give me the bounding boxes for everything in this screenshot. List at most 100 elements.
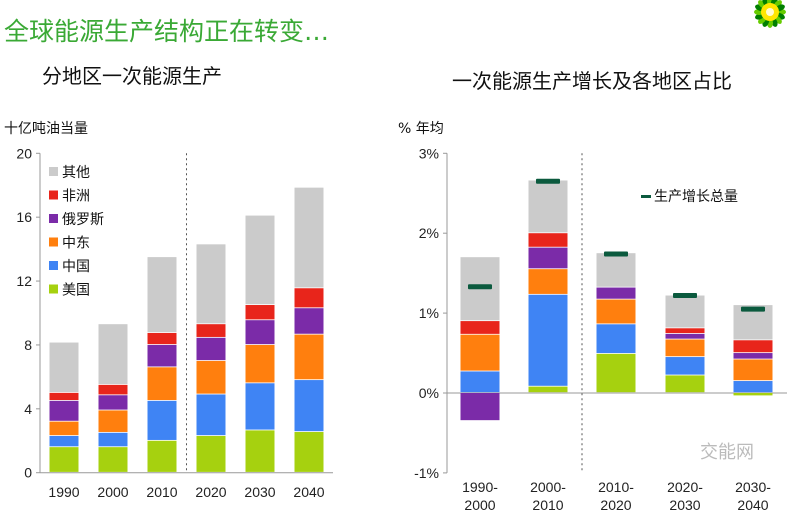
legend-label: 俄罗斯 xyxy=(62,211,104,227)
x-tick-label: 2030 xyxy=(244,484,275,500)
bar-segment xyxy=(596,287,636,299)
x-tick-label: 2040 xyxy=(737,497,768,513)
legend-swatch xyxy=(49,190,58,200)
bar-segment xyxy=(596,299,636,324)
y-tick-label: 1% xyxy=(419,305,439,321)
x-tick-label: 2010 xyxy=(146,484,177,500)
bar-segment xyxy=(460,371,500,393)
bar-segment xyxy=(294,288,324,308)
total-growth-marker xyxy=(536,178,560,184)
bar-segment xyxy=(596,253,636,287)
y-tick-label: 16 xyxy=(16,209,32,225)
bar-segment xyxy=(596,324,636,354)
bar-segment xyxy=(49,447,79,472)
x-tick-label: 1990 xyxy=(48,484,79,500)
bar-segment xyxy=(49,421,79,436)
y-tick-label: 4 xyxy=(24,401,32,417)
legend-swatch xyxy=(49,261,58,270)
y-tick-label: 0% xyxy=(419,385,439,401)
bar-segment xyxy=(49,392,79,401)
x-tick-label: 2030- xyxy=(735,479,771,495)
bar-segment xyxy=(147,440,177,472)
y-tick-label: 3% xyxy=(419,145,439,161)
chart-1: -1% 0% 1% 2% 3% 1990- 2000 2000- 2010 2010- 2020 20… xyxy=(414,145,787,513)
bar-segment xyxy=(98,432,128,447)
bar-segment xyxy=(665,339,705,357)
x-tick-label: 2020 xyxy=(600,497,631,513)
bar-segment xyxy=(147,332,177,345)
legend-swatch xyxy=(49,284,58,294)
bar-segment xyxy=(294,308,324,334)
bar-segment xyxy=(294,187,324,288)
logo-core xyxy=(766,8,774,16)
page-title: 全球能源生产结构正在转变… xyxy=(4,17,330,46)
y-tick-label: 0 xyxy=(24,465,32,481)
legend-swatch xyxy=(49,167,58,176)
total-growth-marker xyxy=(604,251,628,257)
bar-segment xyxy=(147,344,177,367)
right-y-axis-label: % 年均 xyxy=(398,121,444,137)
total-growth-marker xyxy=(468,284,492,290)
left-y-axis-label: 十亿吨油当量 xyxy=(4,121,88,137)
bar-segment xyxy=(460,334,500,371)
bar-segment xyxy=(665,375,705,393)
legend-label-total: 生产增长总量 xyxy=(654,188,738,204)
bar-segment xyxy=(733,381,773,393)
bar-segment xyxy=(528,386,568,393)
x-tick-label: 2040 xyxy=(293,484,324,500)
legend-label: 其他 xyxy=(62,164,90,180)
bar-segment xyxy=(528,233,568,247)
bar-segment xyxy=(147,367,177,401)
bar-segment xyxy=(528,269,568,294)
y-tick-label: 12 xyxy=(16,273,32,289)
bar-segment xyxy=(245,430,275,472)
y-tick-label: -1% xyxy=(414,465,439,481)
x-tick-label: 2010 xyxy=(532,497,563,513)
bar-segment xyxy=(733,359,773,381)
bp-logo-icon xyxy=(754,0,786,28)
bar-segment xyxy=(98,447,128,472)
bar-segment xyxy=(460,393,500,421)
bar-segment xyxy=(733,340,773,353)
bar-segment xyxy=(294,380,324,432)
y-tick-label: 20 xyxy=(16,145,32,161)
bar-segment xyxy=(528,180,568,233)
total-growth-marker xyxy=(673,293,697,299)
bar-segment xyxy=(49,400,79,421)
x-tick-label: 1990- xyxy=(462,479,498,495)
left-chart-title: 分地区一次能源生产 xyxy=(42,64,222,88)
bar-segment xyxy=(596,353,636,393)
bar-segment xyxy=(665,357,705,375)
bar-segment xyxy=(245,305,275,320)
bar-segment xyxy=(196,324,226,337)
x-tick-label: 2020- xyxy=(667,479,703,495)
chart-0: 0 4 8 12 16 20 1990 2000 2010 2020 2030 2040 xyxy=(16,145,333,500)
bar-segment xyxy=(665,295,705,328)
bar-segment xyxy=(147,257,177,333)
bar-segment xyxy=(196,435,226,472)
bar-segment xyxy=(245,320,275,345)
bar-segment xyxy=(196,394,226,436)
x-tick-label: 2000- xyxy=(530,479,566,495)
bar-segment xyxy=(733,393,773,396)
legend-label: 中国 xyxy=(62,258,90,274)
bar-segment xyxy=(665,333,705,339)
x-tick-label: 2030 xyxy=(669,497,700,513)
legend-swatch-total xyxy=(641,195,651,198)
bar-segment xyxy=(98,384,128,395)
bar-segment xyxy=(98,410,128,432)
bar-segment xyxy=(147,400,177,440)
legend-label: 中东 xyxy=(62,235,90,251)
bar-segment xyxy=(49,435,79,447)
bar-segment xyxy=(245,344,275,383)
right-chart-title: 一次能源生产增长及各地区占比 xyxy=(452,69,732,93)
bar-segment xyxy=(294,431,324,472)
bar-segment xyxy=(665,328,705,334)
x-tick-label: 2000 xyxy=(97,484,128,500)
bar-segment xyxy=(733,353,773,359)
bar-segment xyxy=(528,294,568,386)
bar-segment xyxy=(98,324,128,385)
bar-segment xyxy=(196,337,226,361)
bar-segment xyxy=(460,321,500,334)
